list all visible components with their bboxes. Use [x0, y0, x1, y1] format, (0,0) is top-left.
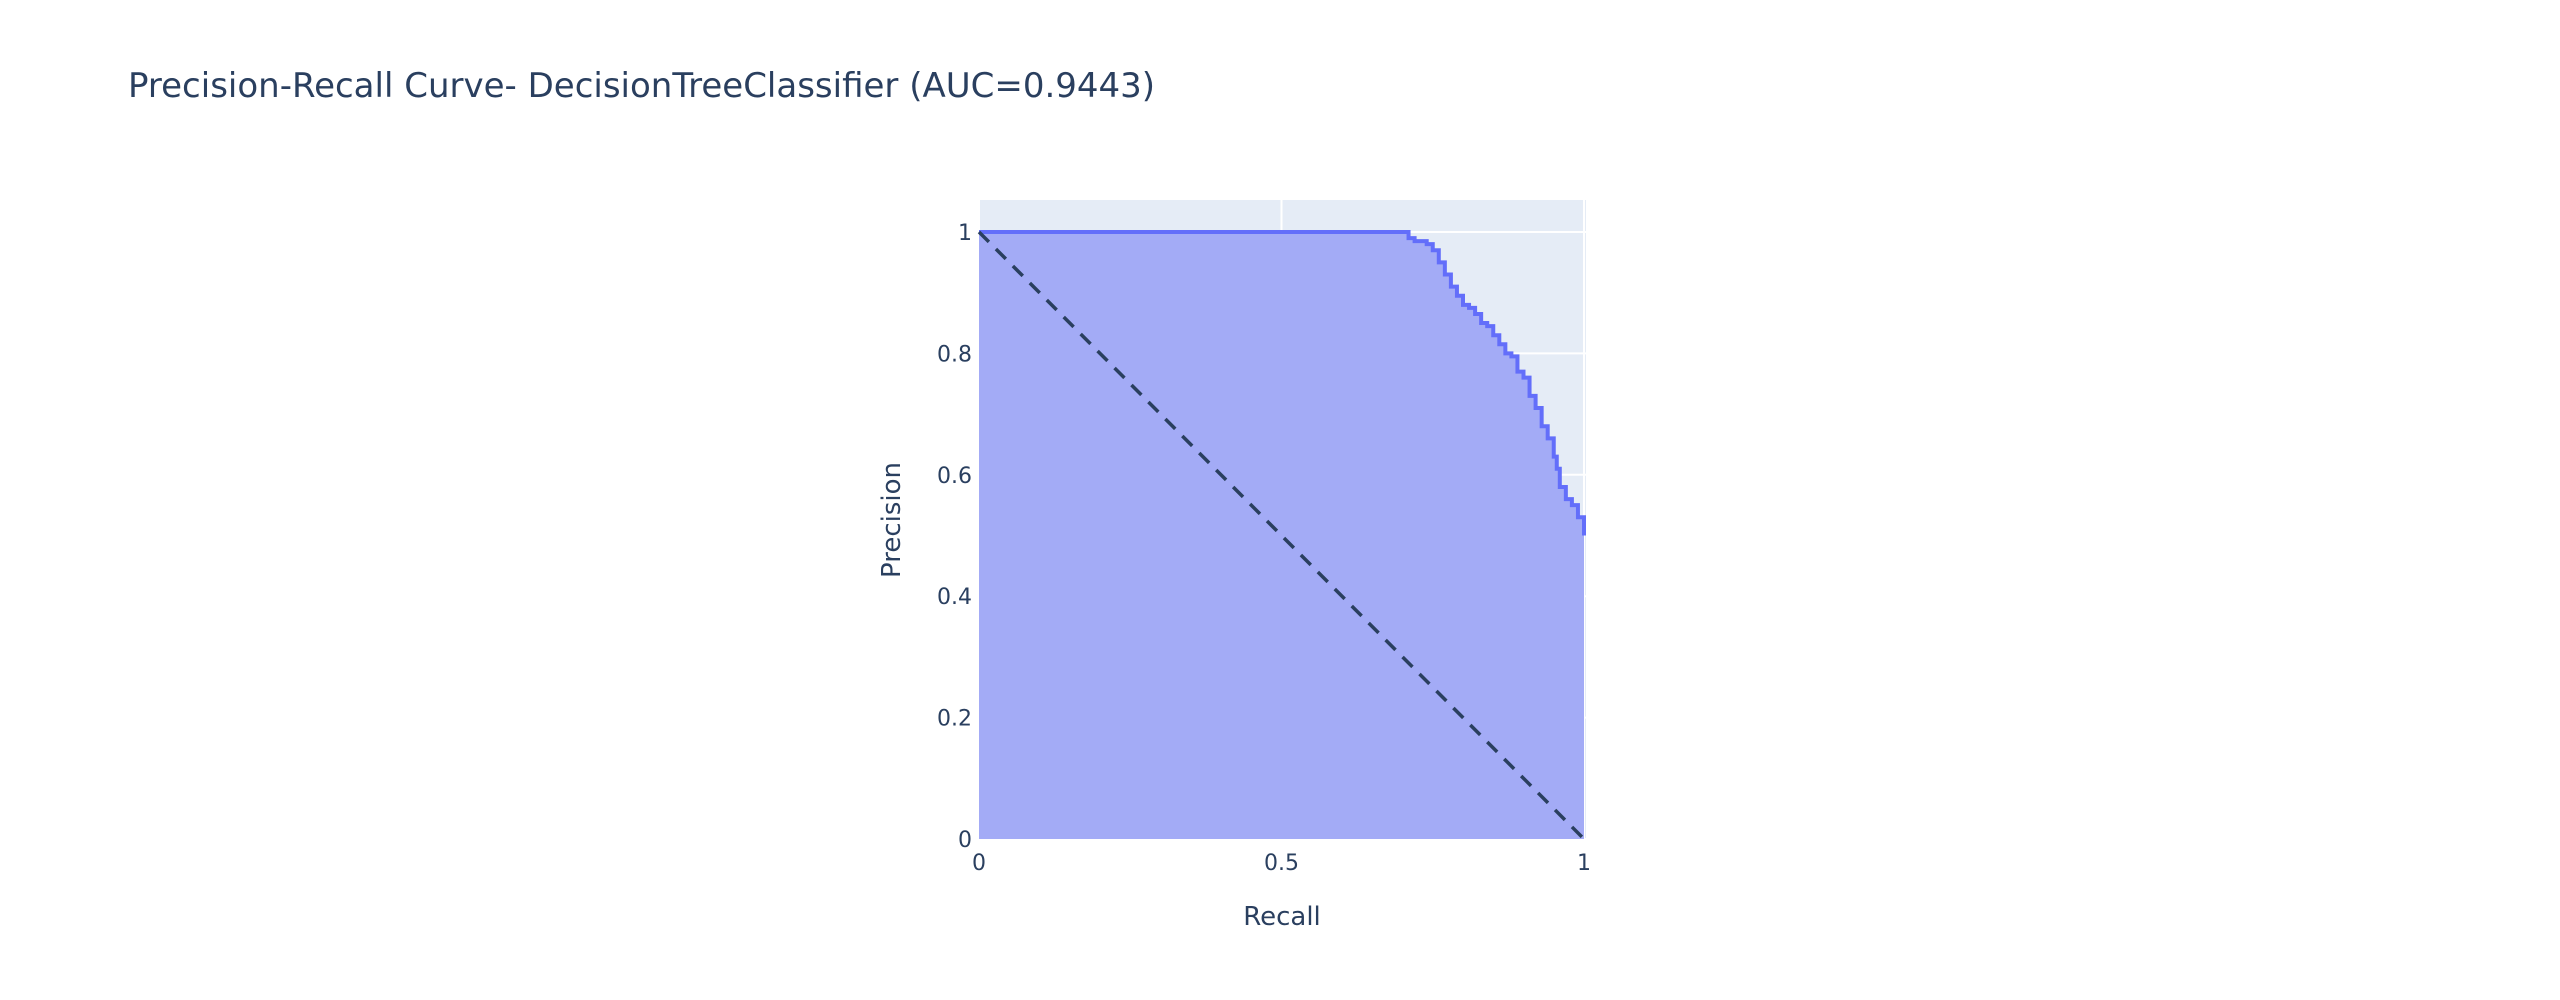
y-tick-label: 0.2: [937, 707, 972, 732]
y-tick-label: 0.6: [937, 464, 972, 489]
y-axis-ticks: 0 0.2 0.4 0.6 0.8 1: [937, 221, 972, 853]
x-axis-ticks: 0 0.5 1: [972, 851, 1591, 876]
y-tick-label: 1: [958, 221, 972, 246]
x-tick-label: 1: [1577, 851, 1591, 876]
x-tick-label: 0.5: [1264, 851, 1299, 876]
x-tick-label: 0: [972, 851, 986, 876]
y-tick-label: 0.8: [937, 342, 972, 367]
y-tick-label: 0: [958, 828, 972, 853]
pr-area-fill: [979, 232, 1584, 839]
x-axis-title: Recall: [1243, 902, 1321, 932]
chart-title: Precision-Recall Curve- DecisionTreeClas…: [128, 66, 1156, 106]
pr-curve-line: [979, 230, 1586, 536]
y-tick-label: 0.4: [937, 585, 972, 610]
y-axis-title: Precision: [877, 462, 907, 578]
